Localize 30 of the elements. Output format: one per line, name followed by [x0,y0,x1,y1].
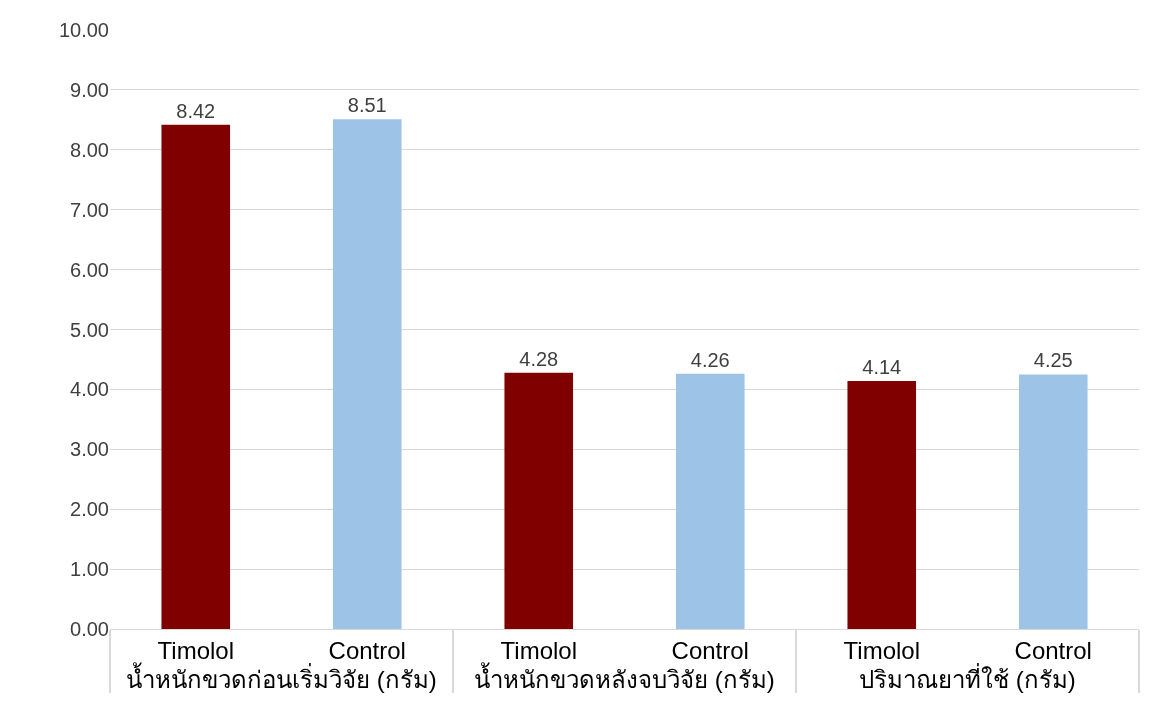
x-tick-label: ปริมาณยาที่ใช้ (กรัม) [859,662,1076,693]
y-tick-label: 5.00 [70,318,109,341]
data-label: 8.51 [347,94,387,117]
text: Control [1014,636,1092,664]
text: Control [671,636,749,664]
bar [847,381,917,629]
data-label: 4.25 [1033,349,1073,372]
y-tick-label: 3.00 [70,438,109,461]
bar [675,373,745,629]
y-tick-label: 9.00 [70,78,109,101]
data-label: 4.14 [862,356,902,379]
y-tick-label: 0.00 [70,618,109,640]
y-tick-label: 10.00 [58,19,109,41]
y-tick-label: 6.00 [70,258,109,281]
text: Timolol [843,636,920,664]
bar [161,124,231,629]
bar [332,119,402,629]
y-tick-label: 2.00 [70,498,109,521]
y-tick-label: 8.00 [70,138,109,161]
series-label: Control [328,636,406,664]
data-label: 4.26 [690,348,730,371]
bar [504,372,574,629]
bar [1018,374,1088,629]
series-label: Timolol [157,636,234,664]
data-label: 8.42 [176,99,216,122]
text: Timolol [500,636,577,664]
y-tick-label: 4.00 [70,378,109,401]
data-label: 4.28 [519,347,559,370]
y-tick-label: 1.00 [70,558,109,581]
y-tick-label: 7.00 [70,198,109,221]
